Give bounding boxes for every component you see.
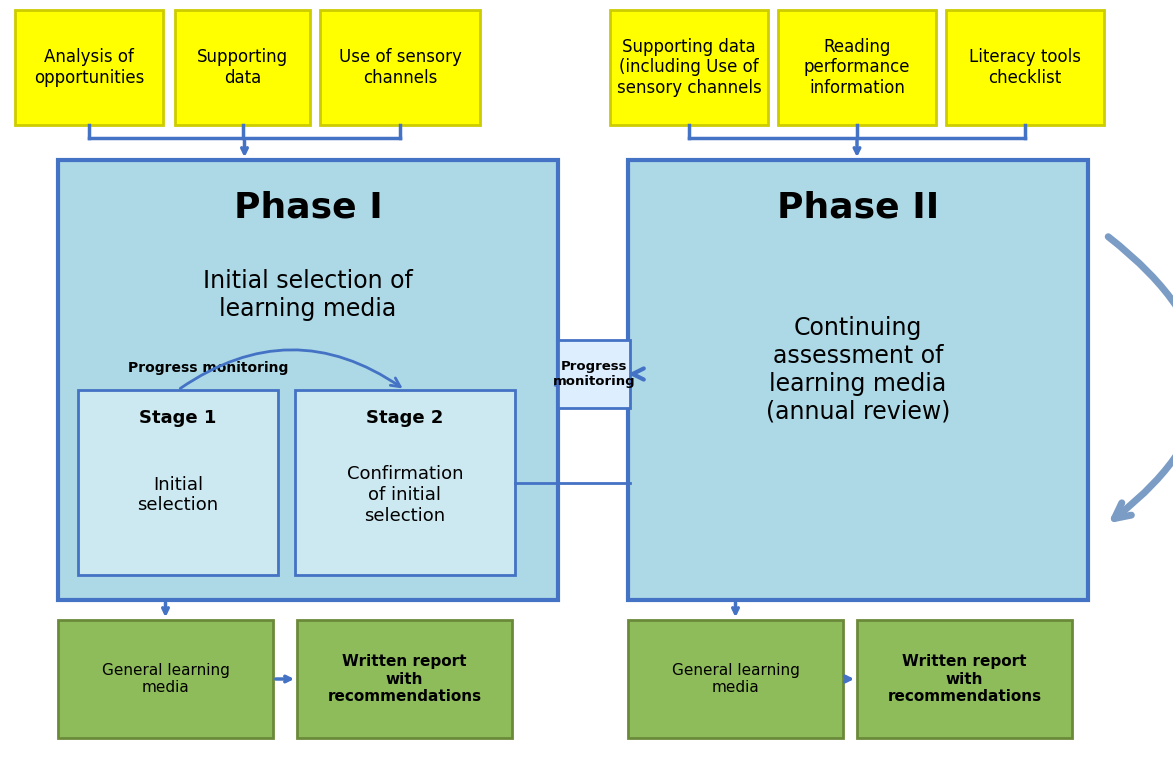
Text: Supporting
data: Supporting data — [197, 48, 289, 87]
FancyBboxPatch shape — [558, 340, 630, 408]
Text: Phase I: Phase I — [233, 191, 382, 225]
FancyBboxPatch shape — [57, 620, 273, 738]
FancyBboxPatch shape — [175, 10, 310, 125]
FancyBboxPatch shape — [628, 620, 843, 738]
Text: Progress monitoring: Progress monitoring — [128, 361, 289, 375]
FancyBboxPatch shape — [297, 620, 511, 738]
FancyBboxPatch shape — [857, 620, 1072, 738]
Text: Continuing
assessment of
learning media
(annual review): Continuing assessment of learning media … — [766, 316, 950, 424]
Text: Supporting data
(including Use of
sensory channels: Supporting data (including Use of sensor… — [617, 38, 761, 97]
FancyBboxPatch shape — [320, 10, 480, 125]
FancyBboxPatch shape — [77, 390, 278, 575]
FancyBboxPatch shape — [778, 10, 936, 125]
Text: Reading
performance
information: Reading performance information — [804, 38, 910, 97]
Text: General learning
media: General learning media — [102, 662, 230, 695]
Text: Written report
with
recommendations: Written report with recommendations — [888, 654, 1042, 704]
Text: Analysis of
opportunities: Analysis of opportunities — [34, 48, 144, 87]
Text: Written report
with
recommendations: Written report with recommendations — [327, 654, 482, 704]
FancyBboxPatch shape — [57, 160, 558, 600]
Text: Confirmation
of initial
selection: Confirmation of initial selection — [347, 465, 463, 525]
Text: Phase II: Phase II — [777, 191, 940, 225]
Text: Literacy tools
checklist: Literacy tools checklist — [969, 48, 1082, 87]
FancyBboxPatch shape — [15, 10, 163, 125]
Text: Stage 2: Stage 2 — [366, 409, 443, 427]
FancyArrowPatch shape — [181, 350, 400, 388]
Text: Initial selection of
learning media: Initial selection of learning media — [203, 269, 413, 321]
FancyArrowPatch shape — [1108, 237, 1173, 519]
Text: Initial
selection: Initial selection — [137, 475, 218, 514]
FancyBboxPatch shape — [628, 160, 1089, 600]
Text: General learning
media: General learning media — [672, 662, 800, 695]
Text: Progress
monitoring: Progress monitoring — [552, 360, 636, 388]
FancyBboxPatch shape — [294, 390, 515, 575]
Text: Stage 1: Stage 1 — [140, 409, 217, 427]
Text: Use of sensory
channels: Use of sensory channels — [339, 48, 461, 87]
FancyBboxPatch shape — [945, 10, 1104, 125]
FancyBboxPatch shape — [610, 10, 768, 125]
